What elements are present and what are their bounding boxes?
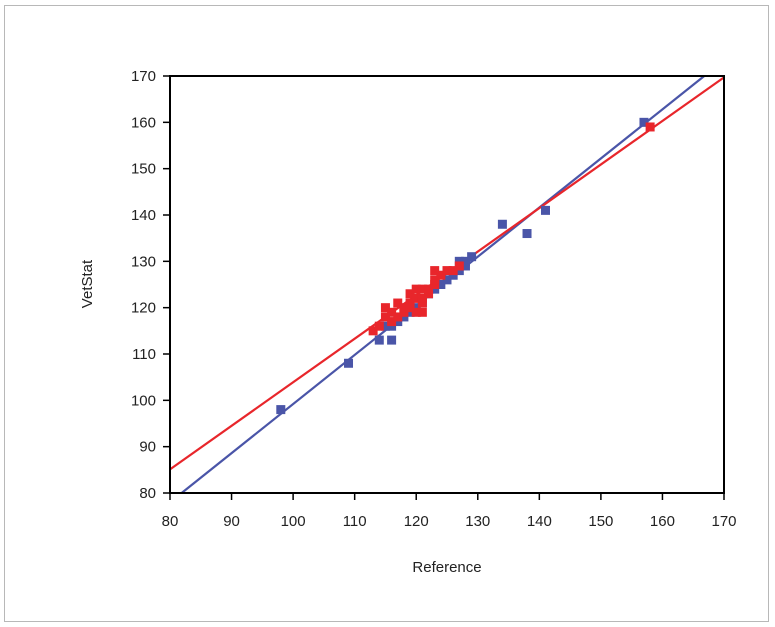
data-point-series-1-6: [393, 298, 403, 308]
data-point-series-1-9: [399, 303, 409, 313]
data-point-series-1-17: [417, 293, 427, 303]
data-point-series-1-4: [387, 307, 397, 317]
data-point-series-0-6: [393, 317, 403, 327]
y-tick-label-140: 140: [131, 207, 156, 224]
x-tick-label-80: 80: [162, 513, 179, 530]
data-point-series-1-18: [417, 284, 427, 294]
data-point-series-1-0: [368, 326, 378, 336]
y-tick-label-110: 110: [132, 346, 156, 363]
data-point-series-0-4: [380, 321, 390, 331]
x-tick-label-130: 130: [465, 513, 490, 530]
y-tick-label-130: 130: [131, 253, 156, 270]
x-tick-label-160: 160: [650, 513, 675, 530]
y-tick-label-90: 90: [139, 439, 156, 456]
data-point-series-1-16: [417, 298, 427, 308]
data-point-series-1-27: [448, 266, 458, 276]
data-point-series-1-21: [424, 284, 434, 294]
y-tick-label-80: 80: [139, 485, 156, 502]
data-point-series-0-13: [436, 280, 446, 289]
data-point-series-0-16: [454, 266, 464, 276]
data-point-series-1-24: [430, 275, 440, 285]
data-point-series-0-22: [522, 229, 532, 239]
data-point-series-0-8: [405, 307, 415, 317]
data-point-series-0-20: [467, 252, 477, 262]
y-tick-label-150: 150: [131, 161, 156, 178]
data-point-series-1-13: [411, 293, 421, 303]
data-points: [276, 117, 655, 415]
fit-lines: [169, 75, 725, 494]
data-point-series-0-19: [460, 256, 470, 266]
data-point-series-0-17: [454, 256, 464, 266]
data-point-series-0-24: [639, 117, 649, 127]
data-point-series-0-18: [460, 261, 470, 271]
data-point-series-1-26: [442, 266, 452, 276]
data-point-series-0-9: [411, 303, 421, 313]
data-point-series-0-3: [387, 335, 397, 345]
data-point-series-0-5: [387, 321, 397, 331]
data-point-series-1-7: [393, 312, 403, 322]
plot-area-border: [169, 75, 725, 494]
data-point-series-1-11: [405, 289, 415, 299]
data-point-series-1-10: [405, 298, 415, 308]
data-point-series-1-28: [454, 261, 464, 271]
data-point-series-1-12: [405, 303, 415, 313]
x-tick-label-140: 140: [527, 513, 552, 530]
y-tick-label-160: 160: [131, 114, 156, 131]
data-point-series-0-23: [540, 205, 550, 215]
data-point-series-1-8: [399, 307, 409, 317]
x-tick-label-170: 170: [711, 513, 736, 530]
data-point-series-0-21: [497, 219, 507, 229]
data-point-series-0-12: [430, 284, 440, 294]
data-point-series-1-19: [417, 307, 427, 317]
data-point-series-0-14: [442, 275, 452, 285]
y-tick-label-100: 100: [131, 392, 156, 409]
data-point-series-0-0: [276, 405, 286, 415]
x-tick-label-100: 100: [281, 513, 306, 530]
y-tick-label-170: 170: [131, 68, 156, 85]
data-point-series-1-14: [411, 284, 421, 294]
data-point-series-0-7: [399, 312, 409, 322]
y-axis-title: VetStat: [79, 259, 96, 308]
data-point-series-1-29: [645, 122, 655, 132]
x-axis-title: Reference: [412, 559, 481, 576]
x-axis: 80 90 100 110 120 130 140 150 160 170: [162, 493, 737, 530]
data-point-series-1-2: [380, 303, 390, 313]
data-point-series-1-3: [380, 312, 390, 322]
data-point-series-1-1: [374, 321, 384, 331]
data-point-series-1-23: [430, 266, 440, 276]
data-point-series-1-5: [387, 317, 397, 327]
data-point-series-1-20: [424, 289, 434, 299]
data-point-series-0-1: [344, 358, 354, 368]
data-point-series-1-15: [411, 307, 421, 317]
y-tick-label-120: 120: [131, 300, 156, 317]
data-point-series-1-25: [436, 270, 446, 280]
data-point-series-1-22: [430, 280, 440, 289]
y-axis: 80 90 100 110 120 130 140 150 160 170: [131, 68, 170, 502]
data-point-series-0-15: [448, 270, 458, 280]
x-tick-label-90: 90: [223, 513, 240, 530]
x-tick-label-120: 120: [404, 513, 429, 530]
data-point-series-0-2: [374, 335, 384, 345]
x-tick-label-150: 150: [588, 513, 613, 530]
x-tick-label-110: 110: [343, 513, 367, 530]
